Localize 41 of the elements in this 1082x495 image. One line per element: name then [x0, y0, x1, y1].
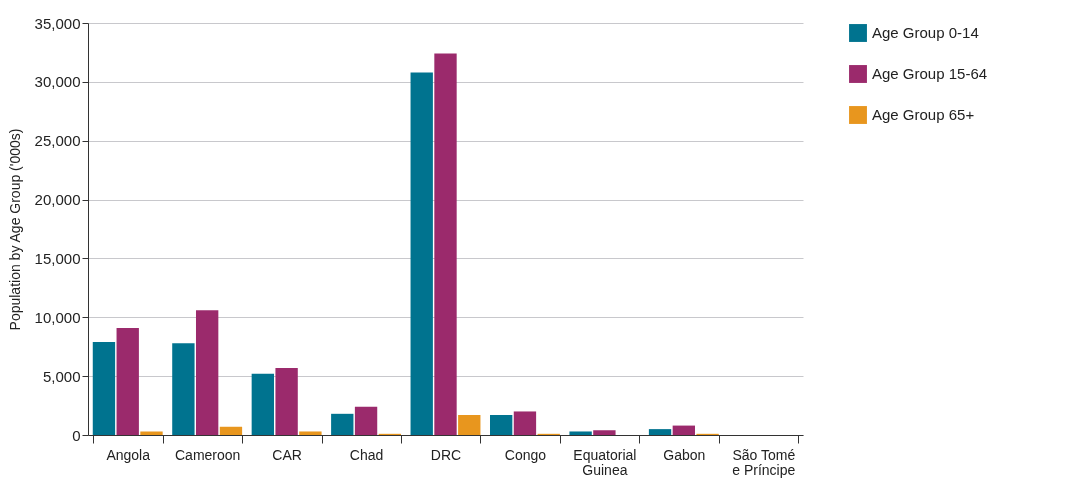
bar [116, 327, 139, 435]
y-tick-label: 0 [72, 426, 81, 444]
x-tick-label: CAR [272, 446, 302, 463]
bar [489, 414, 513, 435]
legend-label: Age Group 65+ [872, 106, 975, 123]
y-tick-label: 25,000 [34, 132, 81, 150]
legend-label: Age Group 0-14 [872, 24, 979, 41]
bar [92, 342, 116, 435]
bar [458, 414, 481, 435]
y-tick-label: 10,000 [34, 308, 81, 326]
x-tick-label: DRC [430, 446, 462, 463]
x-tick-label: Cameroon [174, 446, 241, 463]
y-tick-label: 5,000 [42, 367, 81, 385]
y-tick-label: 30,000 [34, 73, 81, 91]
bar [434, 53, 457, 435]
x-tick-label: Chad [349, 446, 384, 463]
bar [672, 425, 696, 435]
y-tick-label: 15,000 [34, 249, 81, 267]
y-tick-label: 35,000 [34, 14, 81, 32]
y-axis-title: Population by Age Group ('000s) [6, 128, 23, 331]
x-tick-label: Equatorial Guinea [573, 446, 637, 478]
bar [569, 431, 592, 435]
bar [172, 343, 195, 435]
bar [513, 411, 537, 435]
legend-label: Age Group 15-64 [872, 65, 988, 82]
bar [195, 310, 219, 435]
bar [354, 406, 378, 435]
bar [593, 430, 616, 435]
bar [140, 431, 163, 435]
x-tick-label: Angola [106, 446, 151, 463]
y-tick-label: 20,000 [34, 191, 81, 209]
bar [299, 431, 322, 435]
bar [219, 426, 243, 435]
x-tick-label: São Tomé e Príncipe [732, 446, 796, 478]
bar [648, 429, 672, 435]
x-tick-label: Gabon [663, 446, 706, 463]
bar [251, 373, 275, 435]
x-tick-label: Congo [504, 446, 547, 463]
bar [275, 367, 298, 435]
bar [331, 413, 354, 435]
bar [410, 72, 433, 435]
